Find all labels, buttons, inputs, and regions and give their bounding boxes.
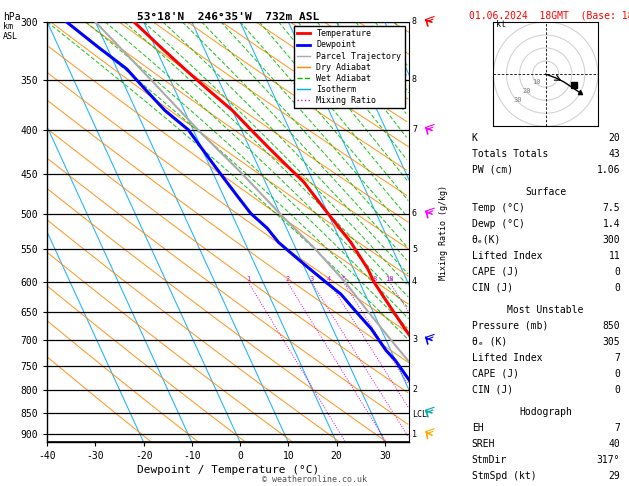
Text: 01.06.2024  18GMT  (Base: 18): 01.06.2024 18GMT (Base: 18) xyxy=(469,11,629,21)
X-axis label: Dewpoint / Temperature (°C): Dewpoint / Temperature (°C) xyxy=(137,466,319,475)
Text: θₑ (K): θₑ (K) xyxy=(472,337,507,347)
Text: 300: 300 xyxy=(603,235,620,245)
Text: 10: 10 xyxy=(532,79,540,85)
Text: CIN (J): CIN (J) xyxy=(472,283,513,293)
Text: 29: 29 xyxy=(608,471,620,481)
Text: Hodograph: Hodograph xyxy=(519,407,572,417)
Text: 1.06: 1.06 xyxy=(597,165,620,175)
Text: 40: 40 xyxy=(608,439,620,449)
Text: Most Unstable: Most Unstable xyxy=(508,305,584,315)
Text: 4: 4 xyxy=(412,278,417,286)
Text: 7: 7 xyxy=(615,423,620,433)
Text: km
ASL: km ASL xyxy=(3,22,18,41)
Text: 11: 11 xyxy=(608,251,620,261)
Text: 53°18'N  246°35'W  732m ASL: 53°18'N 246°35'W 732m ASL xyxy=(137,12,319,22)
Text: 30: 30 xyxy=(513,97,521,104)
Text: Mixing Ratio (g/kg): Mixing Ratio (g/kg) xyxy=(439,185,448,279)
Text: 43: 43 xyxy=(608,149,620,159)
Text: 20: 20 xyxy=(523,88,531,94)
Text: 7.5: 7.5 xyxy=(603,203,620,213)
Text: 8: 8 xyxy=(412,75,417,84)
Text: Temp (°C): Temp (°C) xyxy=(472,203,525,213)
Text: Surface: Surface xyxy=(525,187,566,197)
Text: Lifted Index: Lifted Index xyxy=(472,251,542,261)
Text: hPa: hPa xyxy=(3,12,21,22)
Text: Pressure (mb): Pressure (mb) xyxy=(472,321,548,331)
Text: Lifted Index: Lifted Index xyxy=(472,353,542,363)
Text: 305: 305 xyxy=(603,337,620,347)
Text: 8: 8 xyxy=(372,276,376,282)
Text: CAPE (J): CAPE (J) xyxy=(472,369,519,379)
Text: 1.4: 1.4 xyxy=(603,219,620,229)
Text: 317°: 317° xyxy=(597,455,620,465)
Text: 2: 2 xyxy=(412,385,417,394)
Text: 3: 3 xyxy=(309,276,313,282)
Text: 10: 10 xyxy=(385,276,394,282)
Text: StmSpd (kt): StmSpd (kt) xyxy=(472,471,537,481)
Text: 8: 8 xyxy=(412,17,417,26)
Text: 4: 4 xyxy=(327,276,331,282)
Text: K: K xyxy=(472,133,477,143)
Text: 3: 3 xyxy=(412,335,417,344)
Text: 7: 7 xyxy=(412,125,417,134)
Text: 7: 7 xyxy=(615,353,620,363)
Text: 5: 5 xyxy=(412,245,417,254)
Text: EH: EH xyxy=(472,423,484,433)
Text: 0: 0 xyxy=(615,283,620,293)
Text: 20: 20 xyxy=(608,133,620,143)
Text: Totals Totals: Totals Totals xyxy=(472,149,548,159)
Text: © weatheronline.co.uk: © weatheronline.co.uk xyxy=(262,474,367,484)
Text: StmDir: StmDir xyxy=(472,455,507,465)
Text: 0: 0 xyxy=(615,385,620,395)
Text: θₑ(K): θₑ(K) xyxy=(472,235,501,245)
Legend: Temperature, Dewpoint, Parcel Trajectory, Dry Adiabat, Wet Adiabat, Isotherm, Mi: Temperature, Dewpoint, Parcel Trajectory… xyxy=(294,26,404,108)
Text: 1: 1 xyxy=(412,430,417,438)
Text: Dewp (°C): Dewp (°C) xyxy=(472,219,525,229)
Text: kt: kt xyxy=(496,20,506,29)
Text: 5: 5 xyxy=(341,276,345,282)
Text: 0: 0 xyxy=(615,267,620,277)
Text: CIN (J): CIN (J) xyxy=(472,385,513,395)
Text: 2: 2 xyxy=(285,276,289,282)
Text: PW (cm): PW (cm) xyxy=(472,165,513,175)
Text: 0: 0 xyxy=(615,369,620,379)
Text: 1: 1 xyxy=(246,276,250,282)
Text: LCL: LCL xyxy=(412,410,427,419)
Text: 850: 850 xyxy=(603,321,620,331)
Text: 6: 6 xyxy=(412,209,417,218)
Text: SREH: SREH xyxy=(472,439,495,449)
Text: CAPE (J): CAPE (J) xyxy=(472,267,519,277)
